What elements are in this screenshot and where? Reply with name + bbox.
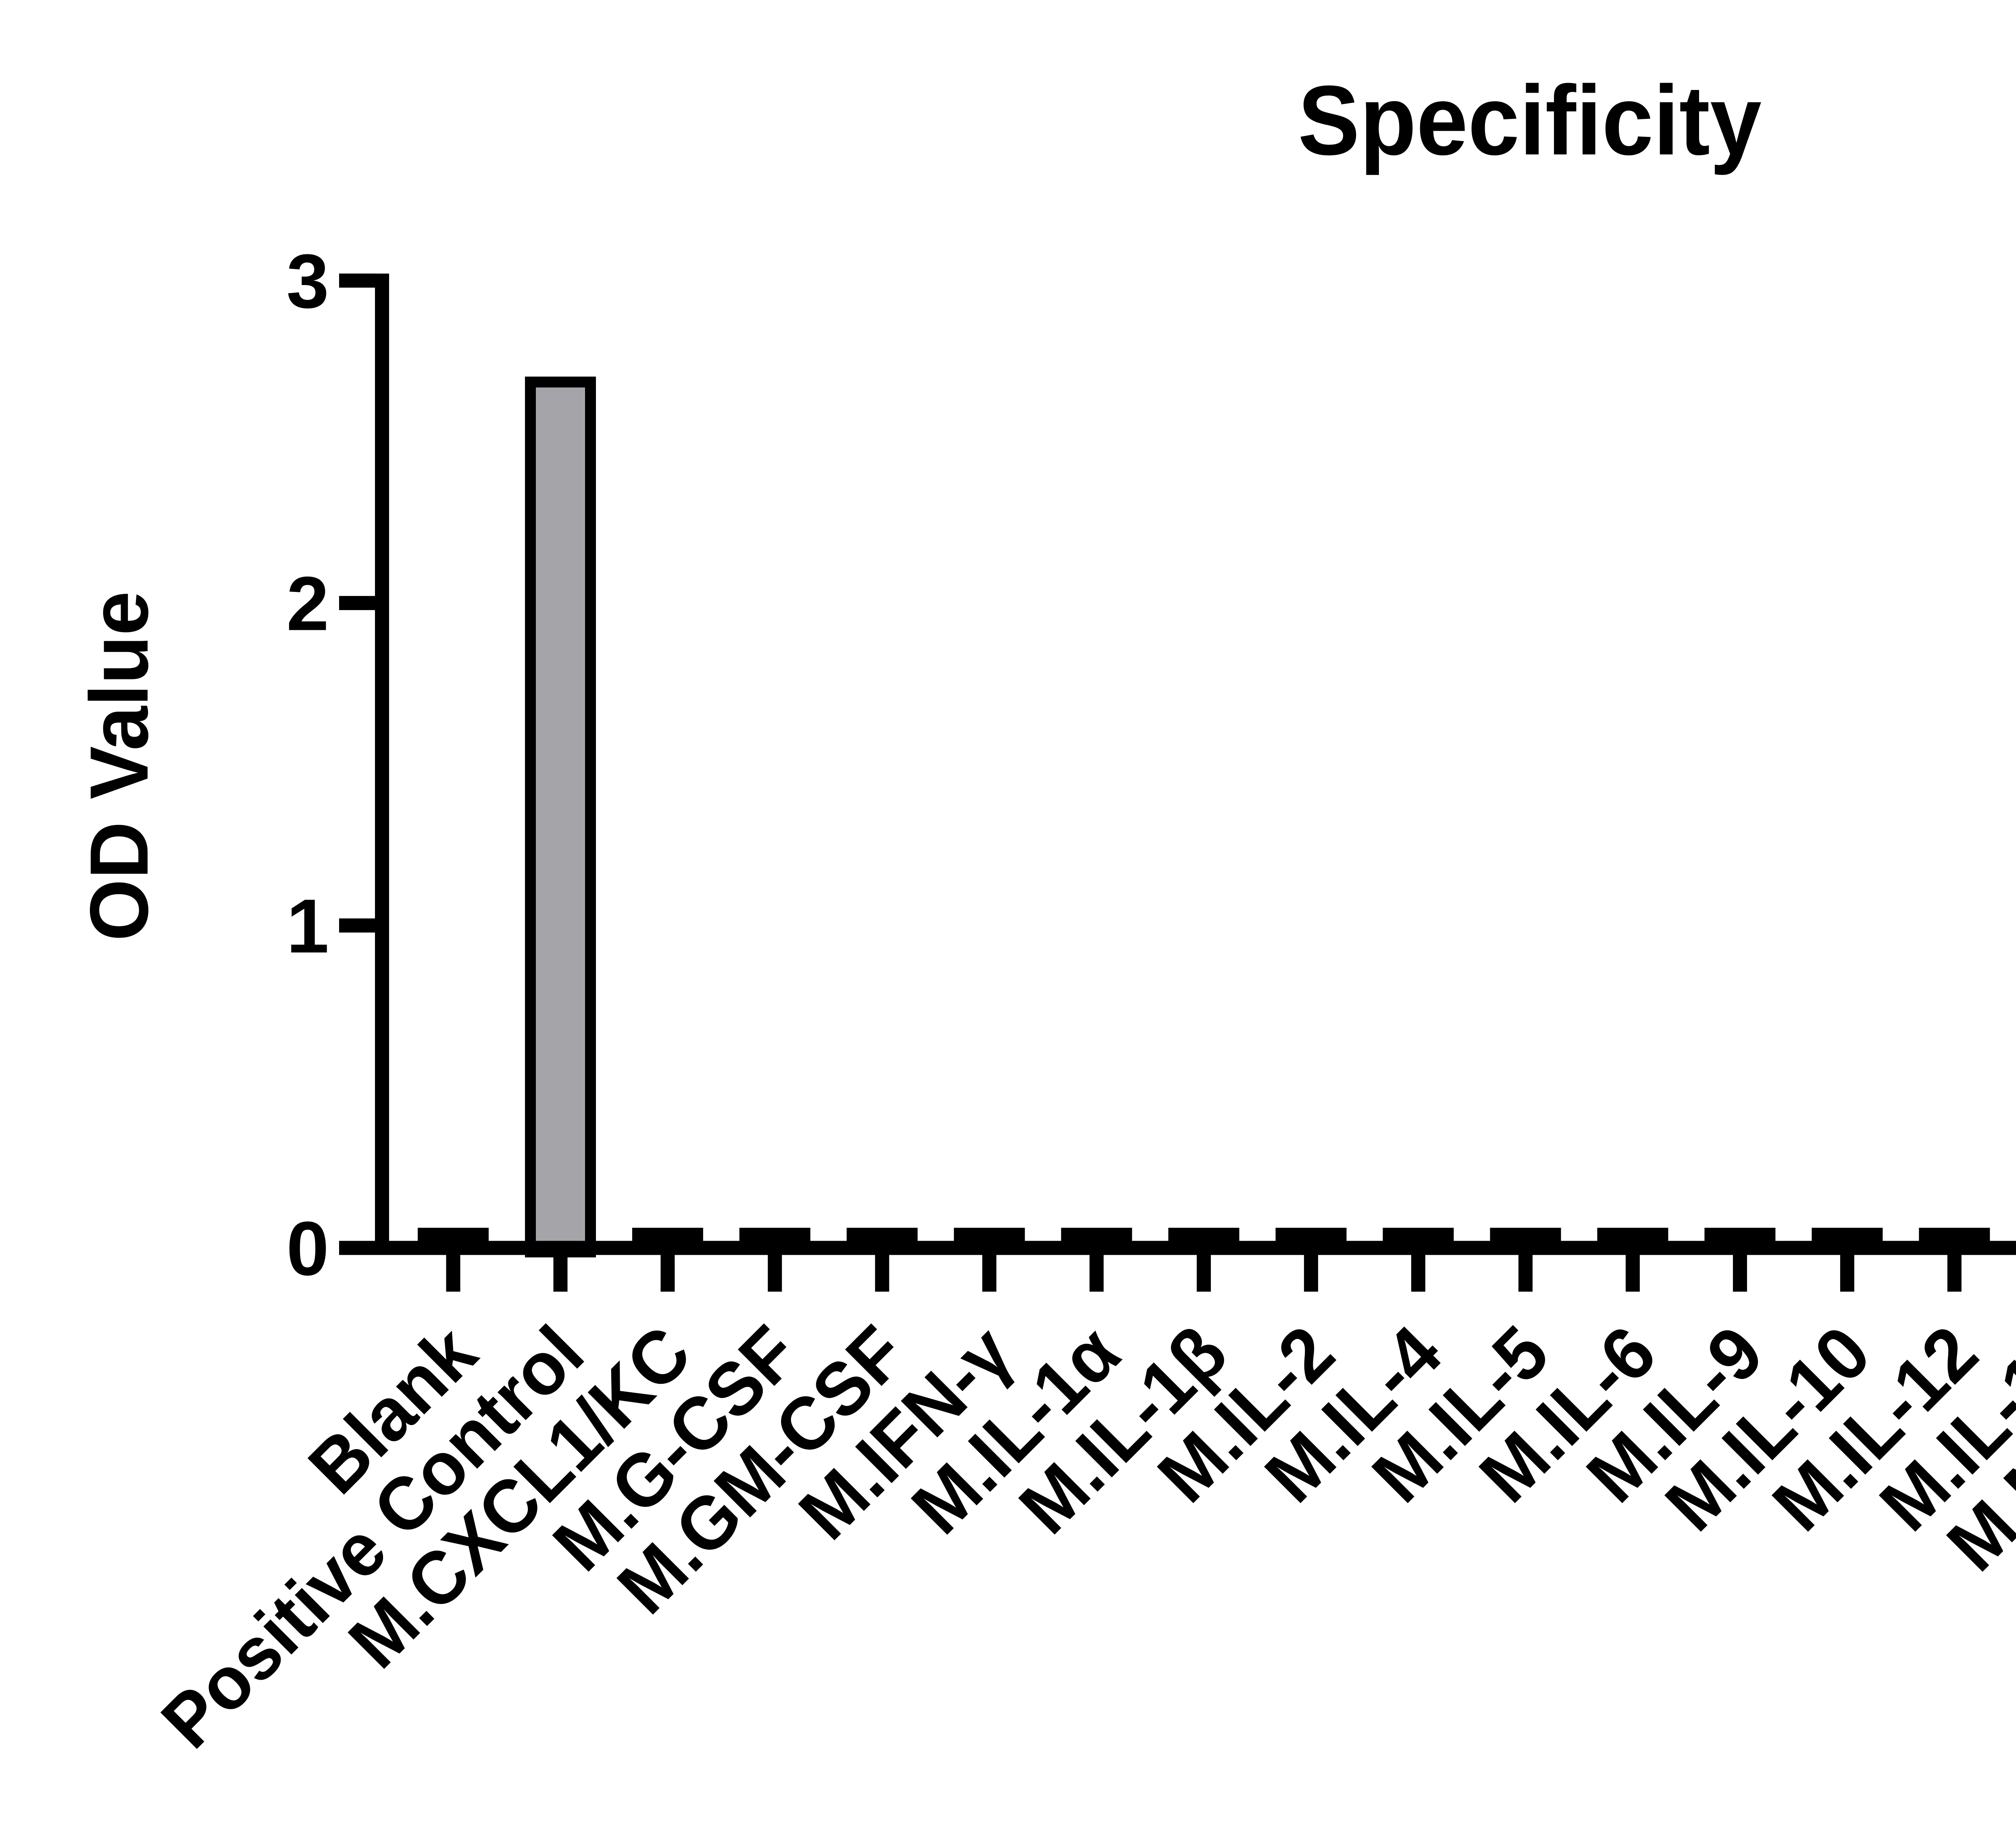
svg-text:Specificity: Specificity [1298, 65, 1762, 175]
svg-text:1: 1 [286, 883, 329, 969]
svg-text:3: 3 [286, 239, 329, 324]
svg-text:2: 2 [286, 561, 329, 647]
svg-text:0: 0 [286, 1206, 329, 1291]
svg-text:OD Value: OD Value [73, 591, 165, 941]
